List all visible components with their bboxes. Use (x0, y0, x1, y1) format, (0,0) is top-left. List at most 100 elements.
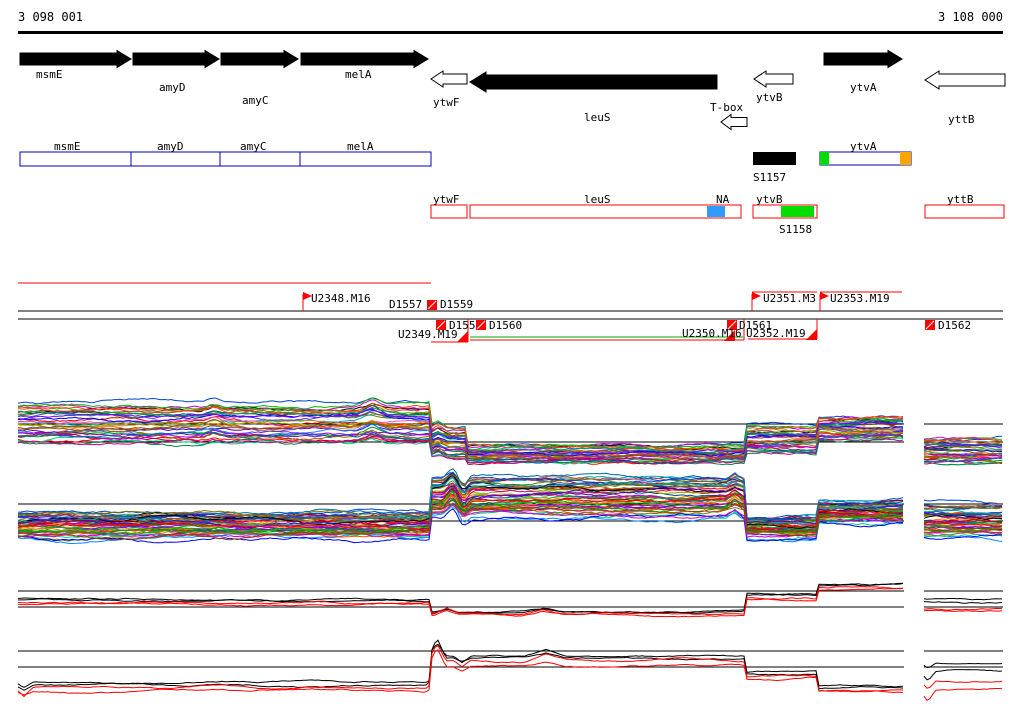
expression-profile-line (923, 505, 1003, 510)
probe-D1558[interactable]: D1558 (436, 319, 482, 332)
expression-profile-line (923, 512, 1003, 519)
gene-label: ytwF (433, 96, 460, 109)
probe-label: U2351.M3 (763, 292, 816, 305)
probe-U2351.M3[interactable]: U2351.M3 (751, 292, 816, 311)
expression-profile-line (17, 433, 904, 465)
gene-arrow[interactable] (430, 70, 468, 88)
probe-D1562[interactable]: D1562 (925, 319, 971, 332)
gene-arrow[interactable] (753, 70, 794, 88)
probe-D1559[interactable]: D1559 (427, 298, 473, 311)
transcript-yttB[interactable]: yttB (924, 193, 1005, 219)
probe-U2352.M19[interactable]: U2352.M19 (746, 327, 817, 340)
gene-ytvB[interactable]: ytvB (753, 70, 794, 104)
probe-label: D1557 (389, 298, 422, 311)
probe-box-slash (727, 320, 737, 330)
gene-amyC[interactable]: amyC (220, 49, 299, 108)
probe-label: D1559 (440, 298, 473, 311)
gene-arrow[interactable] (220, 49, 299, 69)
gene-T-box[interactable]: T-box (710, 101, 748, 131)
expression-profile-line (923, 499, 1003, 505)
gene-arrow[interactable] (19, 49, 132, 69)
flag-icon[interactable] (752, 292, 761, 300)
expression-profile-line (17, 408, 904, 456)
expression-profile-line (923, 448, 1002, 455)
probe-D1561[interactable]: D1561 (727, 319, 772, 332)
probe-box-slash (925, 320, 935, 330)
probe-triangle-icon[interactable] (724, 330, 735, 341)
gene-ytwF[interactable]: ytwF (430, 70, 468, 109)
probe-D1557[interactable]: D1557 (389, 298, 422, 311)
probe-D1560[interactable]: D1560 (476, 319, 522, 332)
gene-ytvA[interactable]: ytvA (823, 49, 903, 95)
coordinate-end: 3 108 000 (937, 10, 1003, 24)
transcript-label: ytvB (756, 193, 783, 206)
gene-arrow[interactable] (132, 49, 220, 69)
probe-U2349.M19[interactable]: U2349.M19 (398, 328, 468, 342)
inner-segment[interactable] (707, 206, 725, 217)
transcript-box[interactable] (924, 204, 1005, 219)
expression-profile-line (17, 397, 904, 448)
inner-segment[interactable] (781, 206, 814, 217)
expression-profile-line (17, 502, 904, 541)
gene-arrow[interactable] (823, 49, 903, 69)
expression-profile-line (17, 431, 904, 465)
probe-label: U2348.M16 (311, 292, 371, 305)
expression-profile-line (923, 504, 1003, 510)
flag-icon[interactable] (303, 292, 312, 300)
probe-U2348.M16[interactable]: U2348.M16 (302, 292, 371, 311)
gene-arrow[interactable] (924, 70, 1006, 90)
gene-arrow[interactable] (300, 49, 429, 69)
probe-triangle-icon[interactable] (806, 329, 817, 340)
gene-yttB[interactable]: yttB (924, 70, 1006, 126)
inner-segment-label: NA (716, 193, 730, 206)
expression-profile-line (17, 397, 904, 450)
feature-label: ytvA (850, 140, 877, 153)
feature-box[interactable] (819, 151, 912, 166)
segment-S1157[interactable]: S1157 (753, 152, 796, 184)
expression-profile-line (923, 457, 1003, 463)
feature-ytvA-box[interactable]: ytvA (819, 140, 912, 166)
gene-leuS[interactable]: leuS (469, 71, 718, 124)
transcript-leuS[interactable]: leuS NA (469, 193, 742, 219)
gene-label: yttB (948, 113, 975, 126)
gene-msmE[interactable]: msmE (19, 49, 132, 82)
summary-profile-track-1 (17, 582, 1003, 618)
probe-label: U2352.M19 (746, 327, 806, 340)
gene-label: melA (345, 68, 372, 81)
expression-profile-line (17, 585, 904, 617)
gene-arrow[interactable] (720, 113, 748, 131)
expression-profile-line (17, 474, 904, 524)
expression-profile-line (17, 429, 904, 460)
transcript-ytwF[interactable]: ytwF (430, 193, 468, 219)
expression-profiles-track-1 (17, 397, 1003, 466)
probe-U2353.M19[interactable]: U2353.M19 (819, 292, 890, 311)
expression-profile-line (924, 511, 1003, 516)
expression-profiles-track-2 (17, 468, 1003, 544)
transcript-box[interactable] (430, 204, 468, 219)
expression-profile-line (923, 452, 1003, 458)
expression-profile-line (923, 601, 1003, 604)
expression-profile-line (923, 456, 1003, 464)
operon-label: amyC (240, 140, 267, 153)
gene-label: msmE (36, 68, 63, 81)
expression-profile-line (17, 644, 904, 698)
operon-box[interactable] (19, 151, 432, 167)
expression-profile-line (923, 527, 1003, 534)
gene-label: ytvA (850, 81, 877, 94)
probe-box-slash (476, 320, 486, 330)
transcript-box[interactable] (469, 204, 742, 219)
gene-amyD[interactable]: amyD (132, 49, 220, 95)
probe-triangle-icon[interactable] (457, 331, 468, 342)
probe-U2350.M16[interactable]: U2350.M16 (682, 327, 742, 341)
expression-profile-line (923, 530, 1003, 534)
segment-box[interactable] (753, 152, 796, 165)
expression-profile-line (17, 477, 904, 526)
expression-profile-line (17, 431, 904, 465)
flag-icon[interactable] (820, 292, 829, 300)
transcript-ytvB[interactable]: ytvB S1158 (752, 193, 818, 236)
gene-melA[interactable]: melA (300, 49, 429, 82)
probe-label: U2350.M16 (682, 327, 742, 340)
gene-arrow[interactable] (469, 71, 718, 93)
expression-profile-line (924, 439, 1003, 444)
